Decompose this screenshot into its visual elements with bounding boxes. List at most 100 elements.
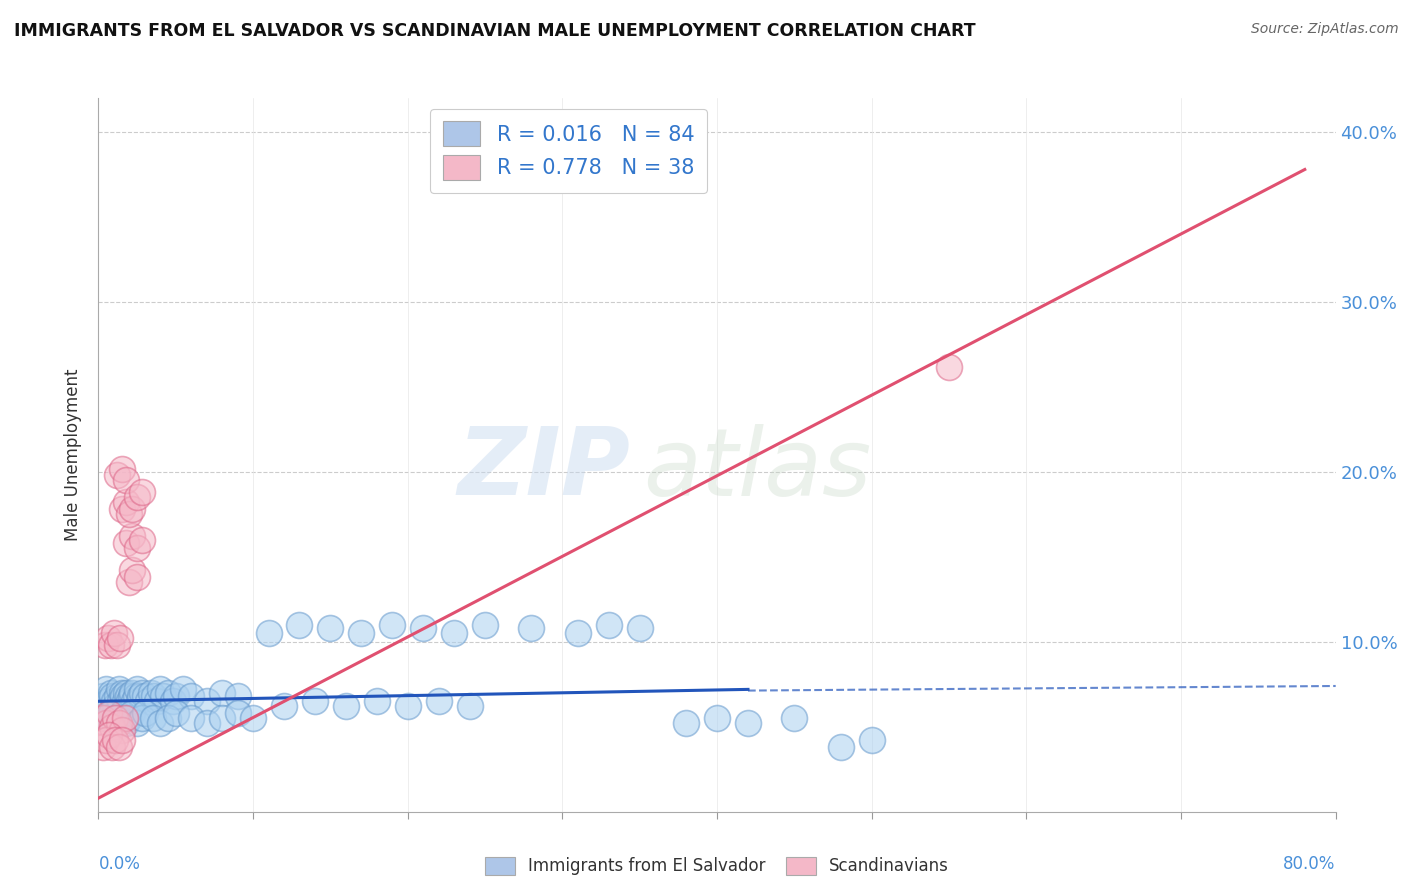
Point [114,711,136,725]
Point [127,491,149,505]
Point [139,686,162,700]
Point [211,711,233,725]
Point [96,711,118,725]
Point [412,621,434,635]
Point [118,711,141,725]
Point [114,694,136,708]
Point [226,689,249,703]
Point [111,733,134,747]
Point [98,728,121,742]
Point [120,689,142,703]
Point [96,733,118,747]
Point [118,575,141,590]
Point [598,617,620,632]
Point [157,711,180,725]
Point [115,495,138,509]
Point [128,694,150,708]
Point [675,716,697,731]
Point [134,689,156,703]
Point [121,529,143,543]
Point [105,638,128,652]
Point [149,682,172,697]
Point [242,711,264,725]
Point [105,711,128,725]
Point [93,638,115,652]
Point [105,689,128,703]
Point [304,694,326,708]
Point [104,699,127,714]
Point [108,632,131,646]
Point [149,716,172,731]
Point [288,617,311,632]
Point [118,694,141,708]
Point [226,706,249,721]
Point [107,716,129,731]
Point [427,694,450,708]
Point [195,694,218,708]
Point [211,686,233,700]
Y-axis label: Male Unemployment: Male Unemployment [65,368,83,541]
Point [458,699,481,714]
Point [105,468,128,483]
Point [91,689,114,703]
Point [111,502,134,516]
Point [111,706,134,721]
Point [257,626,280,640]
Point [101,740,124,755]
Point [111,461,134,475]
Point [121,564,143,578]
Point [396,699,419,714]
Point [112,689,135,703]
Text: 80.0%: 80.0% [1284,855,1336,872]
Text: ZIP: ZIP [457,423,630,516]
Point [335,699,357,714]
Point [173,682,195,697]
Point [121,706,143,721]
Point [100,706,122,721]
Point [108,694,131,708]
Point [115,536,138,550]
Point [830,740,852,755]
Point [121,686,143,700]
Point [195,716,218,731]
Point [165,689,187,703]
Point [860,733,883,747]
Point [131,533,153,547]
Point [97,632,120,646]
Point [134,706,156,721]
Point [100,638,122,652]
Point [91,711,114,725]
Point [127,716,149,731]
Text: Source: ZipAtlas.com: Source: ZipAtlas.com [1251,22,1399,37]
Point [127,541,149,556]
Point [103,694,125,708]
Point [131,686,153,700]
Point [97,694,120,708]
Point [146,694,169,708]
Point [443,626,465,640]
Point [115,686,138,700]
Point [157,686,180,700]
Point [520,621,543,635]
Point [127,682,149,697]
Point [142,711,165,725]
Point [165,706,187,721]
Point [737,716,759,731]
Point [91,740,114,755]
Point [381,617,404,632]
Point [938,359,960,374]
Point [107,740,129,755]
Point [107,682,129,697]
Text: atlas: atlas [643,424,872,515]
Point [129,689,152,703]
Point [111,723,134,738]
Point [115,474,138,488]
Point [96,682,118,697]
Point [131,711,153,725]
Point [103,716,125,731]
Point [136,694,159,708]
Legend: Immigrants from El Salvador, Scandinavians: Immigrants from El Salvador, Scandinavia… [478,850,956,882]
Point [101,689,124,703]
Text: IMMIGRANTS FROM EL SALVADOR VS SCANDINAVIAN MALE UNEMPLOYMENT CORRELATION CHART: IMMIGRANTS FROM EL SALVADOR VS SCANDINAV… [14,22,976,40]
Point [143,689,166,703]
